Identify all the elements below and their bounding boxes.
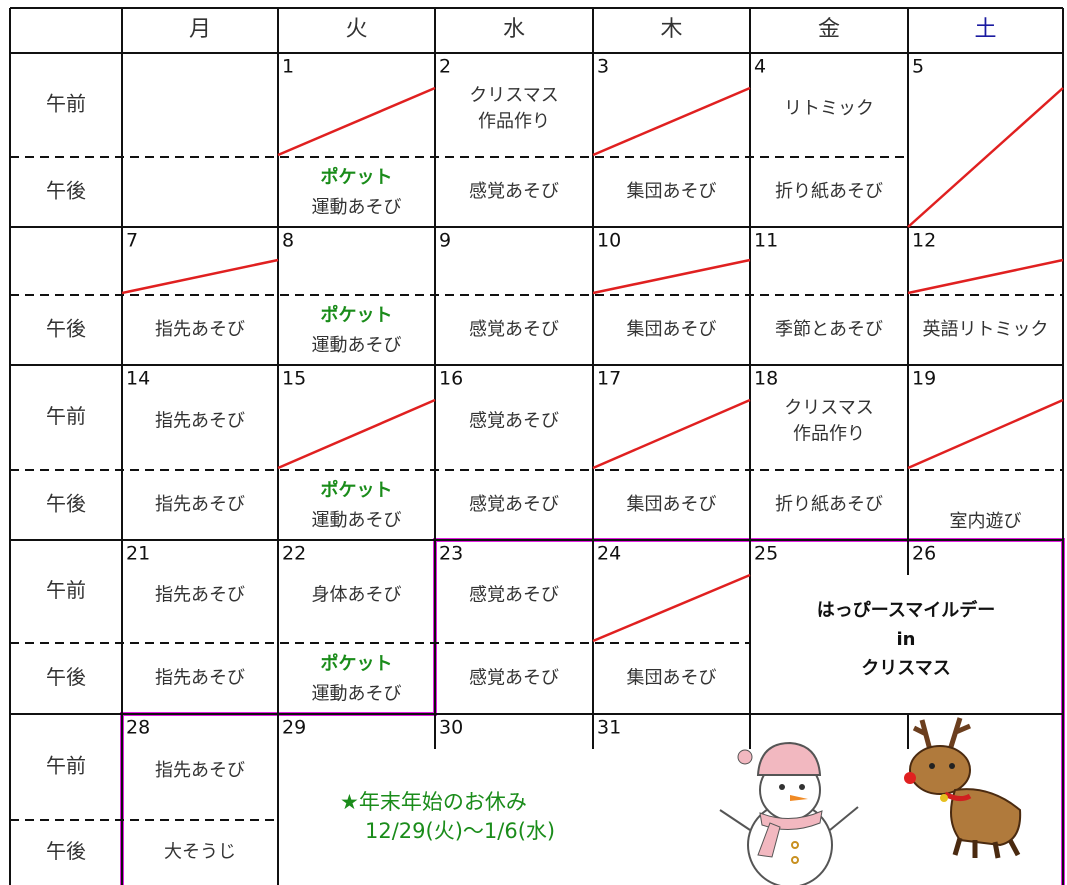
am-activity: 作品作り	[478, 111, 550, 132]
date: 2	[439, 56, 451, 78]
date: 28	[126, 717, 150, 739]
date: 10	[597, 230, 621, 252]
pm-activity: 感覚あそび	[469, 319, 559, 340]
am-label: 午前	[46, 404, 86, 428]
date: 18	[754, 368, 778, 390]
pm-activity: 指先あそび	[155, 668, 245, 689]
date: 1	[282, 56, 294, 78]
am-activity: リトミック	[784, 98, 874, 119]
pm-note: ポケット	[321, 653, 393, 675]
slash	[907, 87, 1064, 228]
weekday: 水	[503, 17, 525, 42]
date: 23	[439, 543, 463, 565]
event-text: クリスマス	[861, 658, 950, 679]
date: 17	[597, 368, 621, 390]
slash	[121, 258, 279, 295]
date: 26	[912, 543, 936, 565]
date: 15	[282, 368, 306, 390]
slash	[592, 573, 751, 643]
pm-label: 午後	[46, 317, 86, 341]
weekday: 火	[345, 17, 367, 42]
pm-label: 午後	[46, 492, 86, 516]
am-activity: 指先あそび	[155, 411, 245, 432]
pm-activity: 大そうじ	[164, 842, 236, 863]
pm-note: ポケット	[321, 166, 393, 188]
am-activity: 作品作り	[793, 424, 865, 445]
date: 22	[282, 543, 306, 565]
date: 29	[282, 717, 306, 739]
pm-activity: 折り紙あそび	[775, 494, 883, 515]
pm-activity: 運動あそび	[312, 510, 402, 531]
holiday-notice: ★年末年始のお休み	[340, 790, 527, 814]
weekday: 月	[189, 17, 211, 42]
date: 3	[597, 56, 609, 78]
date: 14	[126, 368, 150, 390]
date: 7	[126, 230, 138, 252]
pm-label: 午後	[46, 665, 86, 689]
am-activity: 感覚あそび	[469, 411, 559, 432]
am-activity: 身体あそび	[312, 585, 402, 606]
am-activity: クリスマス	[469, 85, 558, 106]
pm-activity: 運動あそび	[312, 335, 402, 356]
date: 5	[912, 56, 924, 78]
am-activity: 指先あそび	[155, 585, 245, 606]
slash	[592, 86, 751, 157]
pm-activity: 運動あそび	[312, 197, 402, 218]
date: 9	[439, 230, 451, 252]
pm-label: 午後	[46, 839, 86, 863]
am-activity: 感覚あそび	[469, 585, 559, 606]
am-label: 午前	[46, 92, 86, 116]
snowman	[719, 741, 859, 885]
pm-activity: 室内遊び	[950, 511, 1022, 532]
date: 12	[912, 230, 936, 252]
slash	[277, 86, 436, 157]
pm-activity: 感覚あそび	[469, 181, 559, 202]
pm-activity: 指先あそび	[155, 319, 245, 340]
pm-activity: 感覚あそび	[469, 494, 559, 515]
pm-note: ポケット	[321, 304, 393, 326]
pm-activity: 英語リトミック	[923, 319, 1049, 340]
date: 4	[754, 56, 766, 78]
pm-activity: 集団あそび	[627, 668, 717, 689]
pm-activity: 運動あそび	[312, 684, 402, 705]
reindeer	[904, 717, 1022, 859]
date: 31	[597, 717, 621, 739]
date: 24	[597, 543, 621, 565]
slash	[592, 258, 751, 295]
pm-activity: 折り紙あそび	[775, 181, 883, 202]
pm-activity: 指先あそび	[155, 494, 245, 515]
weekday: 木	[660, 17, 682, 42]
pm-activity: 集団あそび	[627, 181, 717, 202]
date: 16	[439, 368, 463, 390]
date: 25	[754, 543, 778, 565]
am-activity: クリスマス	[784, 398, 873, 419]
slash	[592, 398, 751, 470]
slash	[277, 398, 436, 470]
pm-activity: 季節とあそび	[775, 319, 883, 340]
pm-activity: 集団あそび	[627, 319, 717, 340]
date: 21	[126, 543, 150, 565]
am-activity: 指先あそび	[155, 760, 245, 781]
weekday: 金	[818, 17, 840, 42]
pm-note: ポケット	[321, 479, 393, 501]
am-label: 午前	[46, 578, 86, 602]
pm-activity: 感覚あそび	[469, 668, 559, 689]
event-text: はっぴースマイルデー	[817, 599, 996, 621]
holiday-notice: 12/29(火)～1/6(水)	[365, 819, 555, 843]
pm-activity: 集団あそび	[627, 494, 717, 515]
slash	[907, 258, 1064, 295]
date: 8	[282, 230, 294, 252]
slash	[907, 398, 1064, 470]
date: 11	[754, 230, 778, 252]
date: 30	[439, 717, 463, 739]
date: 19	[912, 368, 936, 390]
am-label: 午前	[46, 754, 86, 778]
weekday: 土	[974, 17, 996, 42]
event-text: in	[897, 629, 916, 650]
pm-label: 午後	[46, 179, 86, 203]
